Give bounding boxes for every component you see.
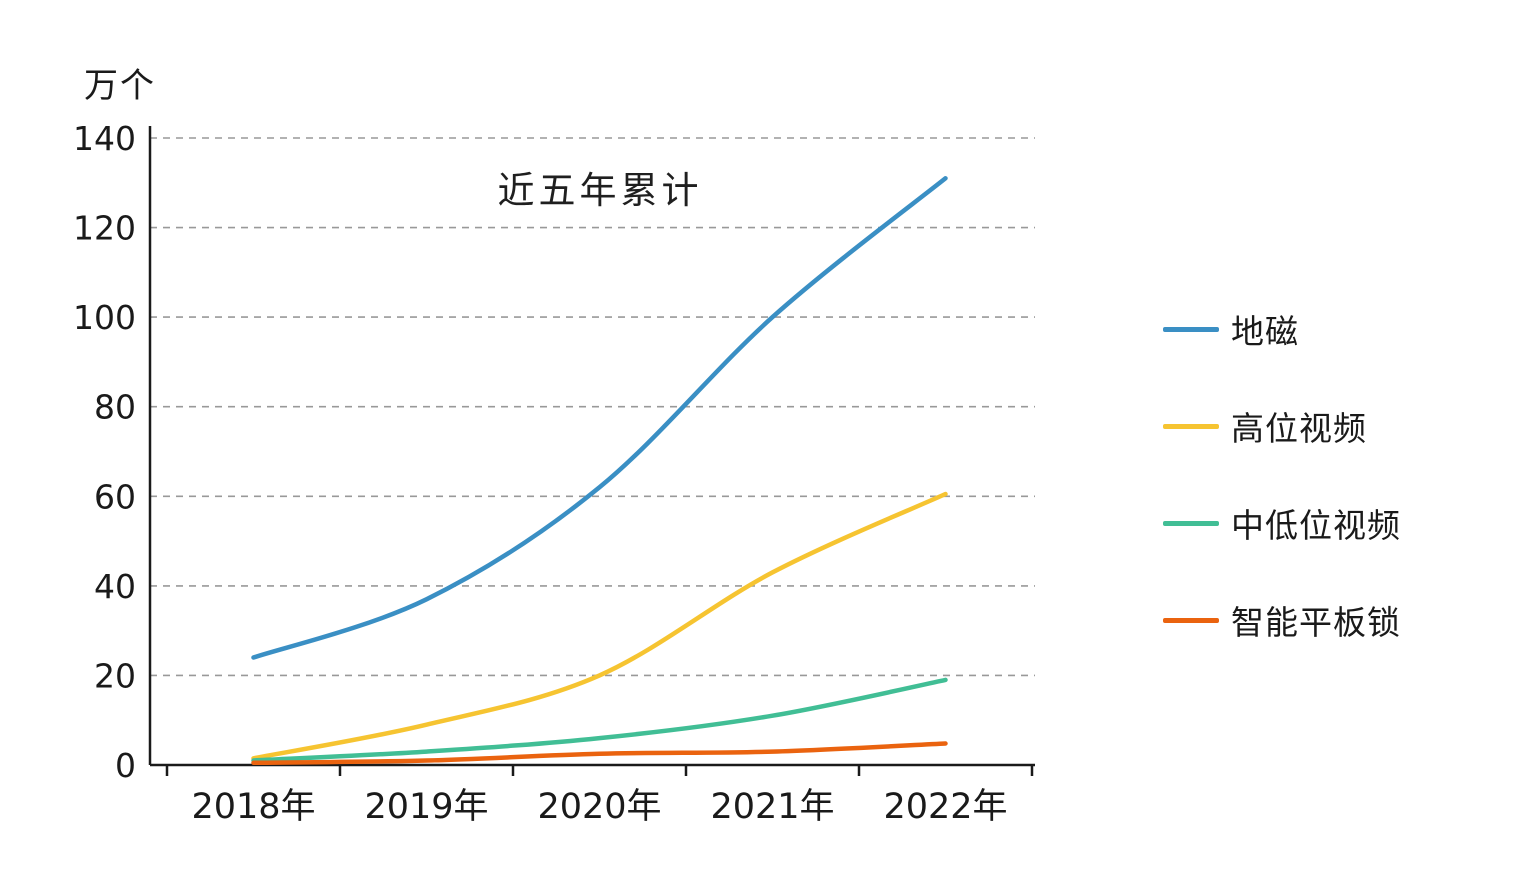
series-line-高位视频 <box>251 491 948 761</box>
legend-label: 高位视频 <box>1231 409 1367 448</box>
legend-swatch <box>1163 617 1219 623</box>
legend-item-高位视频: 高位视频 <box>1163 405 1401 448</box>
x-tick-label: 2022年 <box>883 787 1007 827</box>
x-tick-label: 2021年 <box>710 787 834 827</box>
series-line-智能平板锁 <box>251 741 948 766</box>
legend: 地磁高位视频中低位视频智能平板锁 <box>1163 308 1401 642</box>
y-axis-unit-label: 万个 <box>84 66 156 106</box>
x-tick-label: 2018年 <box>191 787 315 827</box>
y-tick-label: 60 <box>94 477 136 516</box>
legend-swatch <box>1163 326 1219 332</box>
y-tick-label: 140 <box>73 119 136 158</box>
series-line-中低位视频 <box>251 677 948 763</box>
legend-swatch <box>1163 520 1219 526</box>
legend-item-中低位视频: 中低位视频 <box>1163 502 1401 545</box>
legend-label: 智能平板锁 <box>1231 603 1401 642</box>
series-line-地磁 <box>251 176 948 660</box>
y-tick-label: 40 <box>94 567 136 606</box>
legend-item-智能平板锁: 智能平板锁 <box>1163 599 1401 642</box>
x-tick-label: 2019年 <box>364 787 488 827</box>
legend-label: 中低位视频 <box>1231 506 1401 545</box>
chart-title: 近五年累计 <box>497 169 703 212</box>
y-tick-label: 20 <box>94 656 136 695</box>
y-tick-label: 0 <box>115 746 136 785</box>
y-tick-label: 80 <box>94 388 136 427</box>
legend-item-地磁: 地磁 <box>1163 308 1401 351</box>
y-tick-label: 100 <box>73 298 136 337</box>
legend-label: 地磁 <box>1231 312 1299 351</box>
legend-swatch <box>1163 423 1219 429</box>
x-tick-label: 2020年 <box>537 787 661 827</box>
y-tick-label: 120 <box>73 209 136 248</box>
